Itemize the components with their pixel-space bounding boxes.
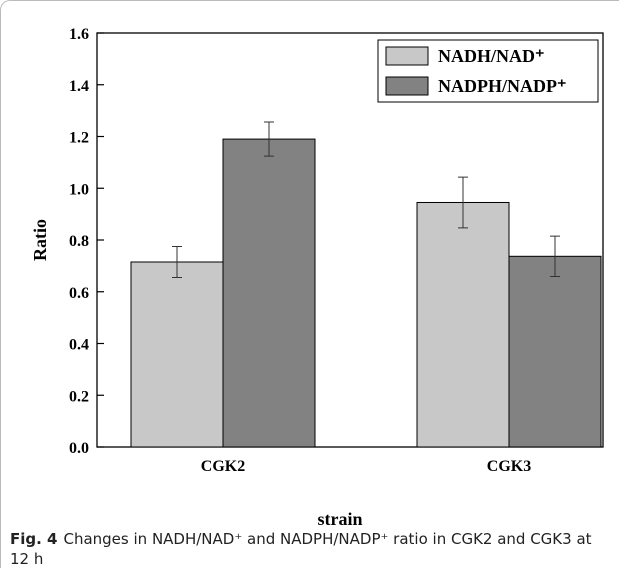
- bar: [416, 201, 510, 448]
- x-tick-label: CGK3: [487, 458, 531, 475]
- error-bar: [458, 176, 468, 229]
- y-tick-label: 1.0: [69, 181, 89, 198]
- y-tick-label: 1.4: [69, 78, 89, 95]
- plot-frame: [96, 32, 604, 448]
- caption-text: Changes in NADH/NAD⁺ and NADPH/NADP⁺ rat…: [10, 530, 592, 568]
- error-bar: [172, 245, 182, 279]
- y-tick-label: 0.0: [69, 440, 89, 457]
- bar: [130, 261, 224, 448]
- caption: Fig. 4 Changes in NADH/NAD⁺ and NADPH/NAD…: [10, 529, 610, 569]
- x-tick-label: CGK2: [201, 458, 245, 475]
- error-bar: [264, 121, 274, 157]
- legend-label: NADH/NAD⁺: [438, 46, 545, 66]
- chart: strain Ratio 0.0 0.2 0.4 0.6 0.8 1.0 1.2 1.4 1.6…: [30, 26, 604, 528]
- y-tick-label: 0.2: [69, 388, 89, 405]
- legend-swatch: [385, 76, 429, 96]
- legend-swatch: [385, 46, 429, 66]
- y-axis-label: Ratio: [30, 219, 50, 261]
- bar: [222, 138, 316, 448]
- y-tick-label: 1.6: [69, 26, 89, 43]
- y-tick-label: 0.4: [69, 337, 89, 354]
- caption-label: Fig. 4: [10, 530, 58, 548]
- error-bar: [550, 235, 560, 277]
- y-tick-label: 0.8: [69, 233, 89, 250]
- legend-label: NADPH/NADP⁺: [438, 76, 567, 96]
- x-axis-label: strain: [318, 509, 363, 528]
- bar: [508, 255, 602, 448]
- y-tick-label: 1.2: [69, 130, 89, 147]
- y-tick-label: 0.6: [69, 285, 89, 302]
